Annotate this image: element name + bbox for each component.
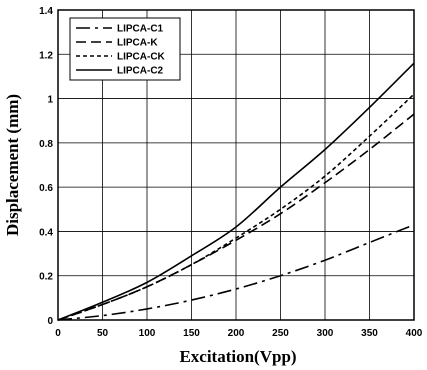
- y-tick-label: 0.2: [39, 272, 53, 283]
- x-tick-label: 200: [228, 328, 245, 339]
- y-tick-label: 0.6: [39, 183, 53, 194]
- chart-legend: LIPCA-C1 LIPCA-K LIPCA-CK LIPCA-C2: [69, 17, 181, 81]
- x-tick-label: 150: [183, 328, 200, 339]
- series-line-lipca-c1: [57, 224, 415, 321]
- y-tick-label: 0: [47, 316, 53, 327]
- x-tick-label: 300: [317, 328, 334, 339]
- chart-ticks: 0 50 100 150 200 250 300 350 400 0 0.2 0.4 0.6 0.8 1 1.…: [39, 6, 423, 339]
- x-tick-label: 400: [406, 328, 423, 339]
- legend-label: LIPCA-C2: [117, 66, 164, 77]
- chart-series: [57, 62, 415, 321]
- x-axis-title: Excitation(Vpp): [179, 347, 296, 366]
- x-tick-label: 50: [97, 328, 109, 339]
- y-axis-title: Displacement (mm): [3, 94, 22, 236]
- y-tick-label: 1.4: [39, 6, 53, 17]
- y-tick-label: 0.8: [39, 139, 53, 150]
- x-tick-label: 250: [272, 328, 289, 339]
- y-tick-label: 1: [47, 95, 53, 106]
- y-tick-label: 0.4: [39, 227, 53, 238]
- x-tick-label: 350: [361, 328, 378, 339]
- series-line-lipca-k: [57, 113, 415, 321]
- series-line-lipca-c2: [57, 62, 415, 321]
- x-tick-label: 100: [139, 328, 156, 339]
- y-tick-label: 1.2: [39, 50, 53, 61]
- legend-label: LIPCA-C1: [117, 24, 164, 35]
- legend-label: LIPCA-CK: [117, 52, 166, 63]
- legend-label: LIPCA-K: [117, 38, 158, 49]
- series-line-lipca-ck: [57, 93, 415, 321]
- x-tick-label: 0: [55, 328, 61, 339]
- plot-frame: [57, 9, 415, 321]
